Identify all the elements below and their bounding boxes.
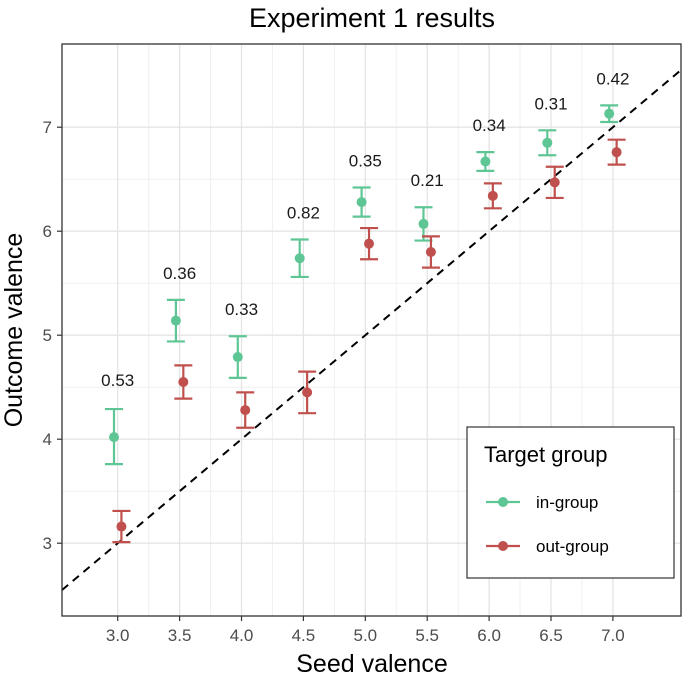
difference-annotation: 0.34	[473, 116, 506, 135]
x-tick-label: 6.0	[477, 626, 501, 645]
out-group-point	[302, 387, 313, 398]
legend-item-in-group: in-group	[486, 493, 598, 512]
in-group-point	[294, 253, 305, 264]
difference-annotation: 0.33	[225, 300, 258, 319]
data-layer	[104, 104, 626, 544]
in-group-point	[480, 156, 491, 167]
identity-reference-line	[61, 69, 682, 591]
difference-annotation: 0.53	[101, 371, 134, 390]
x-tick-label: 4.0	[230, 626, 254, 645]
out-group-point	[116, 521, 127, 532]
out-group-point	[240, 405, 251, 416]
legend: Target group in-group out-group	[466, 426, 675, 579]
difference-annotation: 0.82	[287, 203, 320, 222]
in-group-point	[542, 137, 553, 148]
out-group-point	[487, 190, 498, 201]
difference-annotation: 0.21	[411, 171, 444, 190]
legend-title: Target group	[484, 442, 608, 467]
x-tick-label: 5.5	[415, 626, 439, 645]
plot-panel-border	[61, 43, 682, 617]
out-group-point	[611, 147, 622, 158]
difference-annotation: 0.36	[163, 264, 196, 283]
legend-item-out-group: out-group	[486, 537, 609, 556]
legend-key-point	[498, 497, 508, 507]
x-tick-label: 3.0	[106, 626, 130, 645]
reference-line-layer	[61, 69, 682, 591]
out-group-point	[549, 177, 560, 188]
in-group-point	[604, 108, 615, 119]
difference-annotation: 0.42	[596, 69, 629, 88]
in-group-point	[356, 197, 367, 208]
x-tick-label: 4.5	[292, 626, 316, 645]
x-axis-label: Seed valence	[296, 650, 448, 678]
y-tick-label: 6	[43, 222, 52, 241]
in-group-point	[418, 218, 429, 229]
in-group-point	[108, 432, 119, 443]
legend-label: out-group	[536, 537, 609, 556]
legend-items: in-group out-group	[486, 493, 609, 556]
y-tick-label: 5	[43, 326, 52, 345]
annotation-layer: 0.53 0.36 0.33 0.82 0.35 0.21 0.34 0.31 0.42	[101, 69, 629, 390]
y-axis-label: Outcome valence	[0, 233, 28, 428]
difference-annotation: 0.31	[534, 94, 567, 113]
out-group-point	[364, 238, 375, 249]
y-tick-label: 7	[43, 118, 52, 137]
in-group-point	[232, 352, 243, 363]
x-tick-label: 5.0	[353, 626, 377, 645]
legend-key-point	[498, 541, 508, 551]
out-group-point	[178, 377, 189, 387]
chart-title: Experiment 1 results	[249, 3, 495, 33]
tick-layer: 3.0 3.5 4.0 4.5 5.0 5.5 6.0 6.5 7.0 3 4 5 6 7	[43, 118, 625, 645]
y-tick-label: 3	[43, 534, 52, 553]
x-tick-label: 6.5	[539, 626, 563, 645]
difference-annotation: 0.35	[349, 151, 382, 170]
x-tick-label: 7.0	[601, 626, 625, 645]
legend-label: in-group	[536, 493, 598, 512]
x-tick-label: 3.5	[168, 626, 192, 645]
y-tick-label: 4	[43, 430, 52, 449]
in-group-point	[170, 315, 181, 326]
out-group-point	[425, 247, 436, 257]
